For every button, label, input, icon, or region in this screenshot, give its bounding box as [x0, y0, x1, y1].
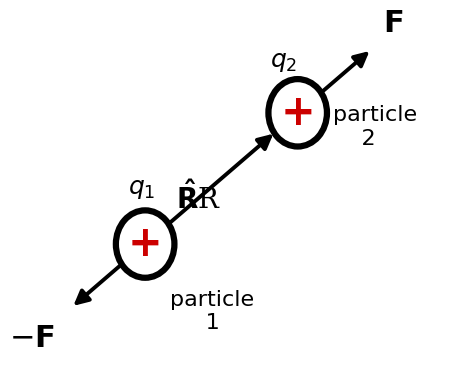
Text: $\mathbf{F}$: $\mathbf{F}$: [383, 8, 403, 39]
Text: particle
     1: particle 1: [170, 290, 254, 334]
Text: $q_2$: $q_2$: [270, 50, 297, 74]
Text: $\mathbf{\hat{R}}$R: $\mathbf{\hat{R}}$R: [176, 181, 221, 215]
Text: +: +: [280, 92, 315, 134]
Text: +: +: [128, 223, 163, 265]
Text: particle
    2: particle 2: [333, 105, 417, 149]
Text: $-\mathbf{F}$: $-\mathbf{F}$: [9, 323, 55, 354]
Ellipse shape: [268, 79, 327, 147]
Ellipse shape: [116, 210, 174, 278]
Text: $q_1$: $q_1$: [128, 177, 155, 201]
